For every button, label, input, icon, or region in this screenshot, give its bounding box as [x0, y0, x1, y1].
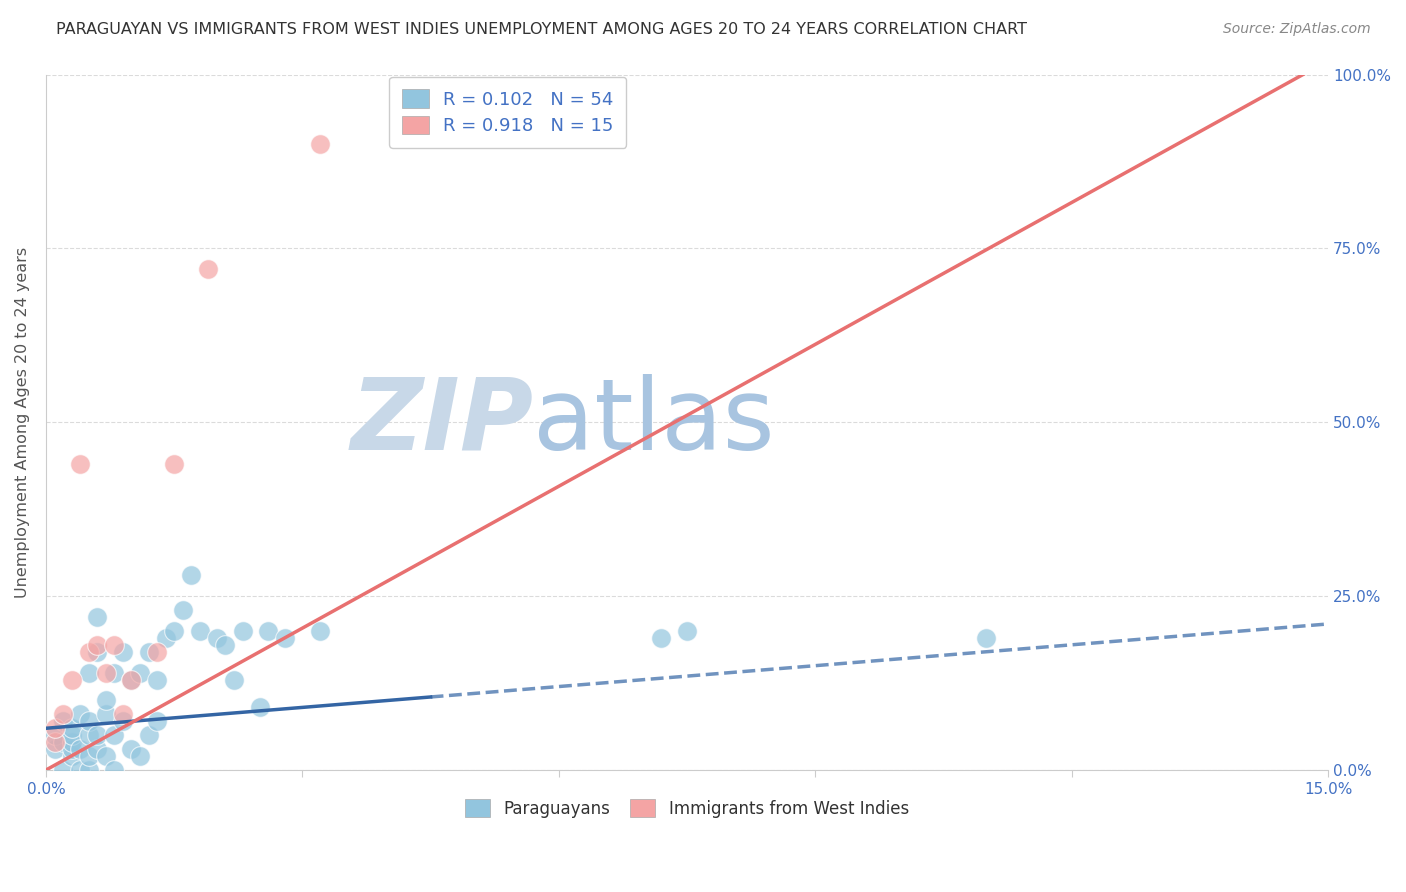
Point [308, 624, 330, 638]
Point [86, 728, 108, 742]
Point [77, 714, 100, 729]
Point [103, 763, 125, 777]
Point [214, 638, 236, 652]
Point [44, 721, 66, 735]
Point [103, 665, 125, 680]
Point [44, 728, 66, 742]
Point [77, 749, 100, 764]
Point [155, 631, 177, 645]
Point [60, 742, 83, 756]
Point [163, 624, 186, 638]
Point [188, 624, 211, 638]
Point [60, 749, 83, 764]
Point [180, 568, 202, 582]
Point [86, 610, 108, 624]
Point [77, 728, 100, 742]
Point [86, 742, 108, 756]
Point [103, 638, 125, 652]
Point [44, 742, 66, 756]
Point [974, 631, 997, 645]
Point [103, 728, 125, 742]
Text: PARAGUAYAN VS IMMIGRANTS FROM WEST INDIES UNEMPLOYMENT AMONG AGES 20 TO 24 YEARS: PARAGUAYAN VS IMMIGRANTS FROM WEST INDIE… [56, 22, 1028, 37]
Point [172, 603, 194, 617]
Point [111, 714, 134, 729]
Point [94, 707, 117, 722]
Point [94, 749, 117, 764]
Point [138, 645, 160, 659]
Point [205, 631, 228, 645]
Point [69, 707, 91, 722]
Y-axis label: Unemployment Among Ages 20 to 24 years: Unemployment Among Ages 20 to 24 years [15, 247, 30, 598]
Point [257, 624, 280, 638]
Text: ZIP: ZIP [350, 374, 533, 471]
Point [111, 707, 134, 722]
Point [129, 749, 152, 764]
Point [676, 624, 699, 638]
Point [69, 457, 91, 471]
Point [138, 728, 160, 742]
Point [86, 638, 108, 652]
Point [86, 645, 108, 659]
Point [146, 673, 169, 687]
Point [146, 714, 169, 729]
Point [197, 262, 219, 277]
Point [52, 707, 75, 722]
Point [129, 665, 152, 680]
Point [120, 673, 142, 687]
Point [52, 763, 75, 777]
Point [52, 714, 75, 729]
Point [120, 673, 142, 687]
Point [222, 673, 245, 687]
Point [232, 624, 254, 638]
Point [52, 735, 75, 749]
Point [146, 645, 169, 659]
Point [60, 728, 83, 742]
Point [60, 735, 83, 749]
Point [69, 763, 91, 777]
Point [94, 665, 117, 680]
Point [120, 742, 142, 756]
Point [60, 673, 83, 687]
Text: Source: ZipAtlas.com: Source: ZipAtlas.com [1223, 22, 1371, 37]
Legend: Paraguayans, Immigrants from West Indies: Paraguayans, Immigrants from West Indies [458, 793, 915, 824]
Point [163, 457, 186, 471]
Point [77, 665, 100, 680]
Point [111, 645, 134, 659]
Point [650, 631, 672, 645]
Point [274, 631, 297, 645]
Point [308, 137, 330, 152]
Point [77, 645, 100, 659]
Point [69, 742, 91, 756]
Point [94, 693, 117, 707]
Text: atlas: atlas [533, 374, 775, 471]
Point [249, 700, 271, 714]
Point [60, 721, 83, 735]
Point [77, 763, 100, 777]
Point [44, 735, 66, 749]
